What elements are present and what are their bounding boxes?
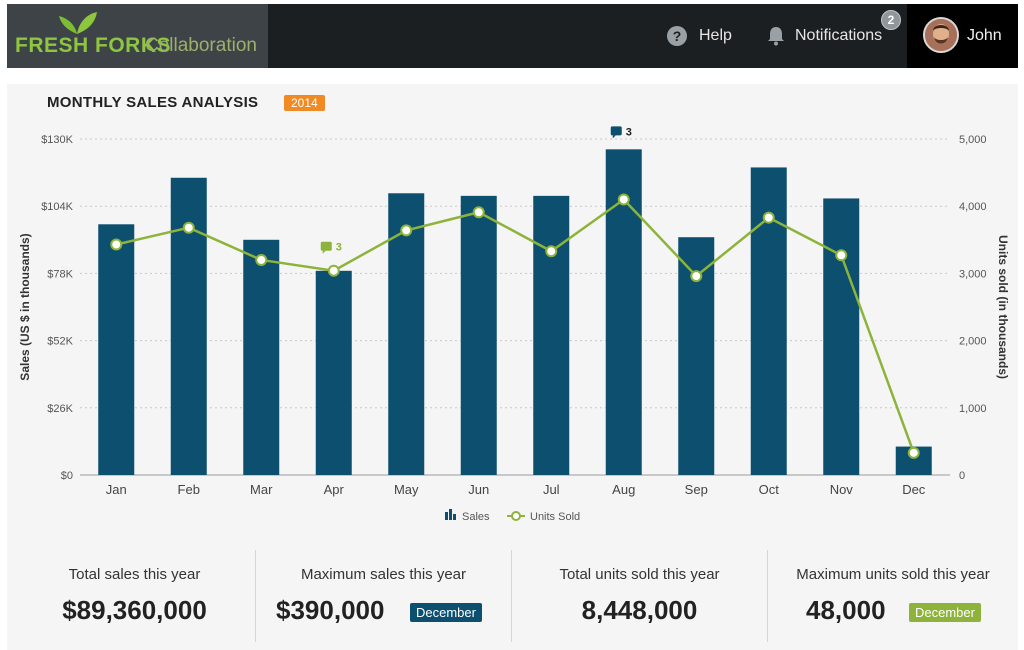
y-tick-label: $26K <box>47 403 73 415</box>
x-tick-label: Oct <box>759 482 780 497</box>
x-tick-label: Aug <box>612 482 635 497</box>
user-avatar-icon <box>925 19 957 51</box>
leaf-icon <box>59 12 97 34</box>
y2-tick-label: 0 <box>959 470 965 482</box>
y-tick-label: $0 <box>61 470 73 482</box>
legend-sales-icon <box>449 509 452 520</box>
y-tick-label: $130K <box>41 134 73 146</box>
units-sold-point <box>327 264 340 277</box>
units-sold-point <box>545 245 558 258</box>
help-label: Help <box>699 27 732 44</box>
bell-icon <box>768 27 784 46</box>
month-tag: December <box>410 603 482 622</box>
x-tick-label: Apr <box>324 482 345 497</box>
units-sold-line <box>115 197 915 454</box>
y2-tick-label: 1,000 <box>959 403 987 415</box>
stat-value: 48,000 <box>806 595 886 625</box>
divider <box>511 550 512 642</box>
sales-bar <box>823 198 860 475</box>
legend-units-point-icon <box>511 511 521 521</box>
year-badge[interactable]: 2014 <box>284 95 325 111</box>
y2-tick-label: 3,000 <box>959 268 987 280</box>
legend-sales-icon <box>453 514 456 520</box>
sales-bar <box>243 239 280 475</box>
sales-dashboard-panel: MONTHLY SALES ANALYSIS 2014 $0 0 $26K 1,000… <box>7 84 1018 650</box>
stat-total-units: Total units sold this year 8,448,000 <box>512 559 767 649</box>
x-tick-label: Jun <box>468 482 489 497</box>
y2-tick-label: 5,000 <box>959 134 987 146</box>
y-axis-title: Sales (US $ in thousands) <box>18 233 32 380</box>
stat-label: Maximum units sold this year <box>796 566 990 583</box>
x-tick-label: Nov <box>830 482 854 497</box>
sales-bar <box>460 195 497 475</box>
comment-icon <box>320 241 332 251</box>
y2-tick-label: 2,000 <box>959 336 987 348</box>
legend-sales-label: Sales <box>462 511 490 523</box>
units-sold-point <box>110 238 123 251</box>
comment-icon-tail <box>322 250 326 254</box>
avatar <box>923 17 959 53</box>
x-tick-label: Dec <box>902 482 926 497</box>
stat-max-sales: Maximum sales this year $390,000 Decembe… <box>256 559 511 649</box>
user-menu[interactable]: John <box>907 4 1018 68</box>
brand-subtitle: Collaboration <box>145 35 257 56</box>
stat-value: $89,360,000 <box>62 595 207 625</box>
stat-label: Total sales this year <box>68 566 201 583</box>
units-sold-point <box>762 211 775 224</box>
y2-axis-title: Units sold (in thousands) <box>996 235 1010 379</box>
comment-icon <box>610 126 622 136</box>
x-tick-label: Jul <box>543 482 560 497</box>
divider <box>767 550 768 642</box>
y-tick-label: $52K <box>47 336 73 348</box>
brand-logo[interactable]: FRESH FORKS Collaboration <box>7 4 268 68</box>
units-sold-point <box>400 224 413 237</box>
sales-bar <box>533 195 570 475</box>
notifications-count-badge: 2 <box>881 10 901 30</box>
help-button[interactable]: ? Help <box>667 22 732 50</box>
y-tick-label: $104K <box>41 201 73 213</box>
stat-value: $390,000 <box>276 595 385 625</box>
stat-total-sales: Total sales this year $89,360,000 <box>7 559 262 649</box>
stat-value: 8,448,000 <box>581 595 698 625</box>
month-tag: December <box>909 603 981 622</box>
monthly-sales-chart: $0 0 $26K 1,000 $52K 2,000 $78K 3,000 $104K 4,000… <box>18 126 1010 523</box>
y2-tick-label: 4,000 <box>959 201 987 213</box>
user-name: John <box>967 27 1002 44</box>
x-tick-label: Feb <box>178 482 200 497</box>
sales-bar <box>315 270 352 475</box>
x-tick-label: Jan <box>106 482 127 497</box>
chart-title: MONTHLY SALES ANALYSIS <box>47 94 259 111</box>
units-sold-point <box>255 253 268 266</box>
stat-max-units: Maximum units sold this year 48,000 Dece… <box>768 559 1018 649</box>
divider <box>255 550 256 642</box>
top-navigation-bar: FRESH FORKS Collaboration ? Help Notific… <box>7 4 1018 68</box>
y-tick-label: $78K <box>47 268 73 280</box>
units-sold-point <box>617 193 630 206</box>
units-sold-point <box>472 206 485 219</box>
legend-units-label: Units Sold <box>530 511 580 523</box>
units-sold-point <box>690 270 703 283</box>
notifications-label: Notifications <box>795 27 883 44</box>
comment-icon-tail <box>612 135 616 139</box>
units-sold-point <box>182 221 195 234</box>
sales-bar <box>388 193 425 475</box>
comment-count: 3 <box>626 126 632 138</box>
sales-bar <box>98 224 135 475</box>
x-tick-label: Sep <box>685 482 708 497</box>
stat-label: Total units sold this year <box>559 566 720 583</box>
comment-count: 3 <box>336 242 342 254</box>
help-icon: ? <box>667 26 687 46</box>
units-sold-point <box>907 446 920 459</box>
x-tick-label: Mar <box>250 482 273 497</box>
x-tick-label: May <box>394 482 419 497</box>
brand-name: FRESH FORKS <box>15 34 172 57</box>
notifications-button[interactable]: Notifications <box>767 22 882 50</box>
units-sold-point <box>835 249 848 262</box>
stat-label: Maximum sales this year <box>300 566 467 583</box>
legend-sales-icon <box>445 512 448 520</box>
